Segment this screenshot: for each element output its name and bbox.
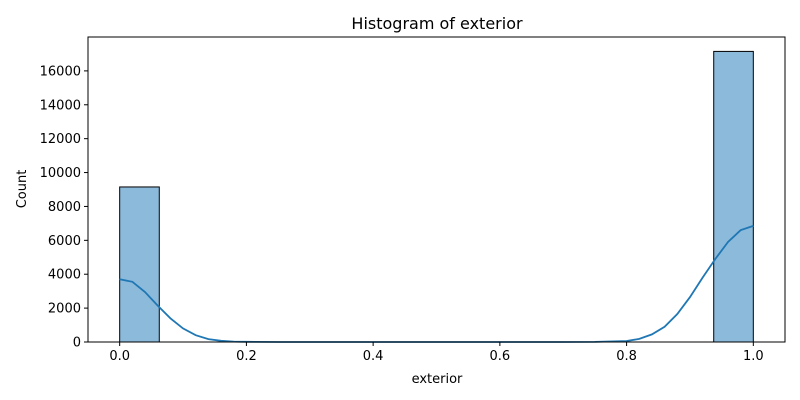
y-tick-label: 6000 — [48, 234, 81, 249]
histogram-bar-1 — [713, 50, 754, 343]
y-tick-label: 8000 — [48, 200, 81, 215]
y-tick-label: 16000 — [40, 64, 81, 79]
y-tick-label: 4000 — [48, 268, 81, 283]
y-ticks-group: 0 2000 4000 6000 8000 10000 12000 14000 16000 — [40, 64, 88, 351]
x-tick-label: 0.4 — [363, 349, 384, 364]
y-tick-label: 2000 — [48, 302, 81, 317]
y-tick-label: 14000 — [40, 98, 81, 113]
x-tick-label: 0.6 — [490, 349, 511, 364]
x-tick-label: 0.8 — [616, 349, 637, 364]
x-tick-label: 0.2 — [236, 349, 257, 364]
kde-line — [119, 225, 754, 343]
x-ticks-group: 0.0 0.2 0.4 0.6 0.8 1.0 — [109, 342, 764, 364]
y-tick-label: 12000 — [40, 132, 81, 147]
x-tick-label: 0.0 — [109, 349, 130, 364]
histogram-bar-0 — [119, 186, 160, 343]
y-axis-label: Count — [15, 170, 30, 209]
chart-title: Histogram of exterior — [351, 14, 523, 33]
y-tick-label: 10000 — [40, 166, 81, 181]
y-tick-label: 0 — [73, 336, 81, 351]
x-tick-label: 1.0 — [743, 349, 764, 364]
x-axis-label: exterior — [412, 372, 463, 387]
plot-frame — [87, 36, 786, 343]
bars-group — [119, 50, 754, 343]
